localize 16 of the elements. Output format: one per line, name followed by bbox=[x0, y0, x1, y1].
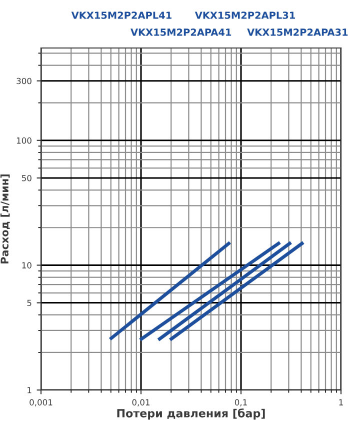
text: VKX15M2P2APA31 bbox=[247, 28, 348, 36]
text: VKX15M2P2APL41 bbox=[71, 12, 172, 19]
x-tick-label: 0,1 bbox=[234, 399, 247, 406]
y-tick-label: 10 bbox=[22, 262, 32, 268]
y-tick-label: 100 bbox=[16, 137, 32, 144]
text: VKX15M2P2APA41 bbox=[130, 28, 232, 36]
y-tick-label: 5 bbox=[27, 300, 32, 306]
x-axis-title: Потери давления [бар] bbox=[117, 408, 265, 420]
x-tick-label: 1 bbox=[339, 399, 343, 406]
y-tick-label: 50 bbox=[22, 174, 32, 182]
y-axis-title: Расход [л/мин] bbox=[0, 174, 10, 264]
text: VKX15M2P2APL31 bbox=[194, 12, 295, 19]
y-tick-label: 1 bbox=[28, 387, 32, 394]
x-tick-label: 0,001 bbox=[30, 399, 52, 406]
x-tick-label: 0,01 bbox=[132, 399, 150, 406]
y-tick-label: 300 bbox=[16, 78, 32, 84]
